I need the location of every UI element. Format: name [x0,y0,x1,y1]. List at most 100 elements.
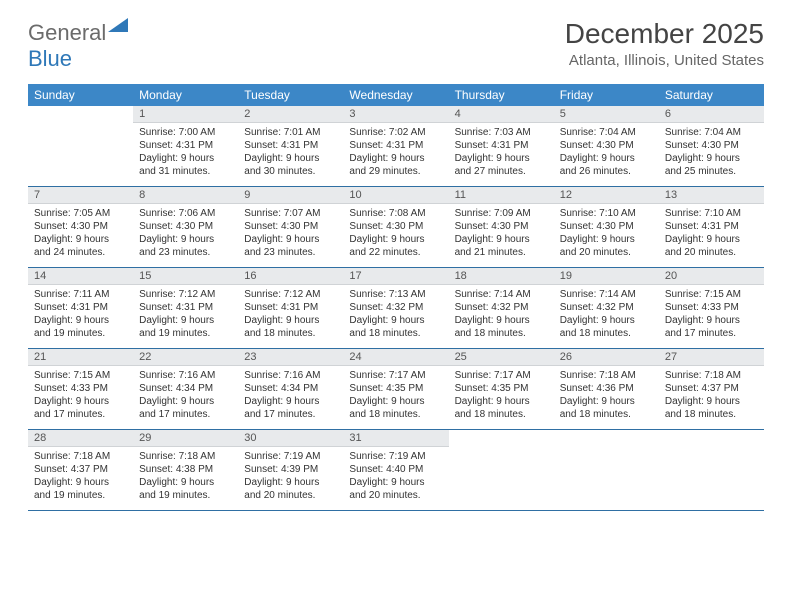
sunrise-value: 7:01 AM [284,127,321,138]
location: Atlanta, Illinois, United States [565,52,764,69]
calendar-table: SundayMondayTuesdayWednesdayThursdayFrid… [28,84,764,511]
sunset-value: 4:30 PM [71,221,108,232]
sunrise-value: 7:14 AM [599,289,636,300]
day-body: Sunrise: 7:10 AMSunset: 4:31 PMDaylight:… [659,204,764,267]
sunset-value: 4:31 PM [702,221,739,232]
daylight-label: Daylight: [349,477,391,488]
calendar-body: .1Sunrise: 7:00 AMSunset: 4:31 PMDayligh… [28,106,764,511]
sunrise-label: Sunrise: [34,451,73,462]
sunrise-value: 7:14 AM [494,289,531,300]
sunrise-label: Sunrise: [349,127,388,138]
calendar-row: 14Sunrise: 7:11 AMSunset: 4:31 PMDayligh… [28,268,764,349]
sunset-label: Sunset: [349,302,386,313]
sunset-label: Sunset: [455,140,492,151]
day-number: 21 [28,349,133,366]
sunset-value: 4:30 PM [596,140,633,151]
calendar-cell: 22Sunrise: 7:16 AMSunset: 4:34 PMDayligh… [133,349,238,430]
sunset-value: 4:30 PM [596,221,633,232]
day-number: 13 [659,187,764,204]
daylight-label: Daylight: [665,153,707,164]
sunset-label: Sunset: [560,140,597,151]
sunset-value: 4:31 PM [176,140,213,151]
day-body: Sunrise: 7:07 AMSunset: 4:30 PMDaylight:… [238,204,343,267]
sunrise-label: Sunrise: [244,127,283,138]
daylight-label: Daylight: [244,477,286,488]
daylight-label: Daylight: [139,234,181,245]
calendar-cell: 23Sunrise: 7:16 AMSunset: 4:34 PMDayligh… [238,349,343,430]
sunset-label: Sunset: [349,221,386,232]
day-body: Sunrise: 7:18 AMSunset: 4:37 PMDaylight:… [659,366,764,429]
day-number: 15 [133,268,238,285]
logo-general: General [28,20,106,45]
daylight-label: Daylight: [139,315,181,326]
day-number: 8 [133,187,238,204]
sunrise-value: 7:16 AM [284,370,321,381]
day-number: 30 [238,430,343,447]
day-number: 3 [343,106,448,123]
day-number: 4 [449,106,554,123]
sunrise-label: Sunrise: [34,289,73,300]
daylight-label: Daylight: [560,315,602,326]
sunrise-label: Sunrise: [560,208,599,219]
sunset-label: Sunset: [455,221,492,232]
daylight-label: Daylight: [560,234,602,245]
day-number: 14 [28,268,133,285]
calendar-cell: 3Sunrise: 7:02 AMSunset: 4:31 PMDaylight… [343,106,448,187]
daylight-label: Daylight: [34,396,76,407]
day-body: Sunrise: 7:12 AMSunset: 4:31 PMDaylight:… [238,285,343,348]
daylight-label: Daylight: [455,315,497,326]
sunrise-label: Sunrise: [455,208,494,219]
day-number: 2 [238,106,343,123]
day-body: Sunrise: 7:02 AMSunset: 4:31 PMDaylight:… [343,123,448,186]
sunset-value: 4:31 PM [491,140,528,151]
sunrise-label: Sunrise: [349,370,388,381]
daylight-label: Daylight: [349,153,391,164]
sunset-value: 4:37 PM [702,383,739,394]
sunrise-value: 7:12 AM [284,289,321,300]
sunset-label: Sunset: [34,464,71,475]
day-body: Sunrise: 7:09 AMSunset: 4:30 PMDaylight:… [449,204,554,267]
sunset-label: Sunset: [665,221,702,232]
daylight-label: Daylight: [665,396,707,407]
day-number: 11 [449,187,554,204]
calendar-cell: 2Sunrise: 7:01 AMSunset: 4:31 PMDaylight… [238,106,343,187]
sunrise-value: 7:04 AM [704,127,741,138]
day-body: Sunrise: 7:14 AMSunset: 4:32 PMDaylight:… [449,285,554,348]
sunset-label: Sunset: [139,302,176,313]
sunset-value: 4:30 PM [176,221,213,232]
day-body: Sunrise: 7:17 AMSunset: 4:35 PMDaylight:… [343,366,448,429]
sunset-value: 4:30 PM [702,140,739,151]
calendar-cell: 17Sunrise: 7:13 AMSunset: 4:32 PMDayligh… [343,268,448,349]
daylight-label: Daylight: [34,315,76,326]
sunset-label: Sunset: [665,383,702,394]
calendar-cell: 8Sunrise: 7:06 AMSunset: 4:30 PMDaylight… [133,187,238,268]
sunrise-value: 7:04 AM [599,127,636,138]
daylight-label: Daylight: [34,234,76,245]
sunset-value: 4:32 PM [491,302,528,313]
sunrise-label: Sunrise: [665,127,704,138]
day-body: Sunrise: 7:05 AMSunset: 4:30 PMDaylight:… [28,204,133,267]
day-body: Sunrise: 7:04 AMSunset: 4:30 PMDaylight:… [659,123,764,186]
calendar-cell: . [659,430,764,511]
day-body: Sunrise: 7:18 AMSunset: 4:36 PMDaylight:… [554,366,659,429]
sunrise-label: Sunrise: [560,289,599,300]
calendar-cell: 27Sunrise: 7:18 AMSunset: 4:37 PMDayligh… [659,349,764,430]
calendar-cell: . [28,106,133,187]
sunrise-value: 7:15 AM [73,370,110,381]
sunrise-label: Sunrise: [34,370,73,381]
calendar-head: SundayMondayTuesdayWednesdayThursdayFrid… [28,84,764,106]
day-body: Sunrise: 7:01 AMSunset: 4:31 PMDaylight:… [238,123,343,186]
sunset-label: Sunset: [349,464,386,475]
sunrise-label: Sunrise: [349,451,388,462]
sunrise-label: Sunrise: [455,370,494,381]
sunset-value: 4:30 PM [281,221,318,232]
sunset-value: 4:30 PM [386,221,423,232]
sunset-value: 4:39 PM [281,464,318,475]
sunrise-label: Sunrise: [244,370,283,381]
day-number: 5 [554,106,659,123]
sunset-label: Sunset: [244,464,281,475]
sunset-value: 4:40 PM [386,464,423,475]
sunset-label: Sunset: [139,221,176,232]
day-number: 19 [554,268,659,285]
day-number: 24 [343,349,448,366]
